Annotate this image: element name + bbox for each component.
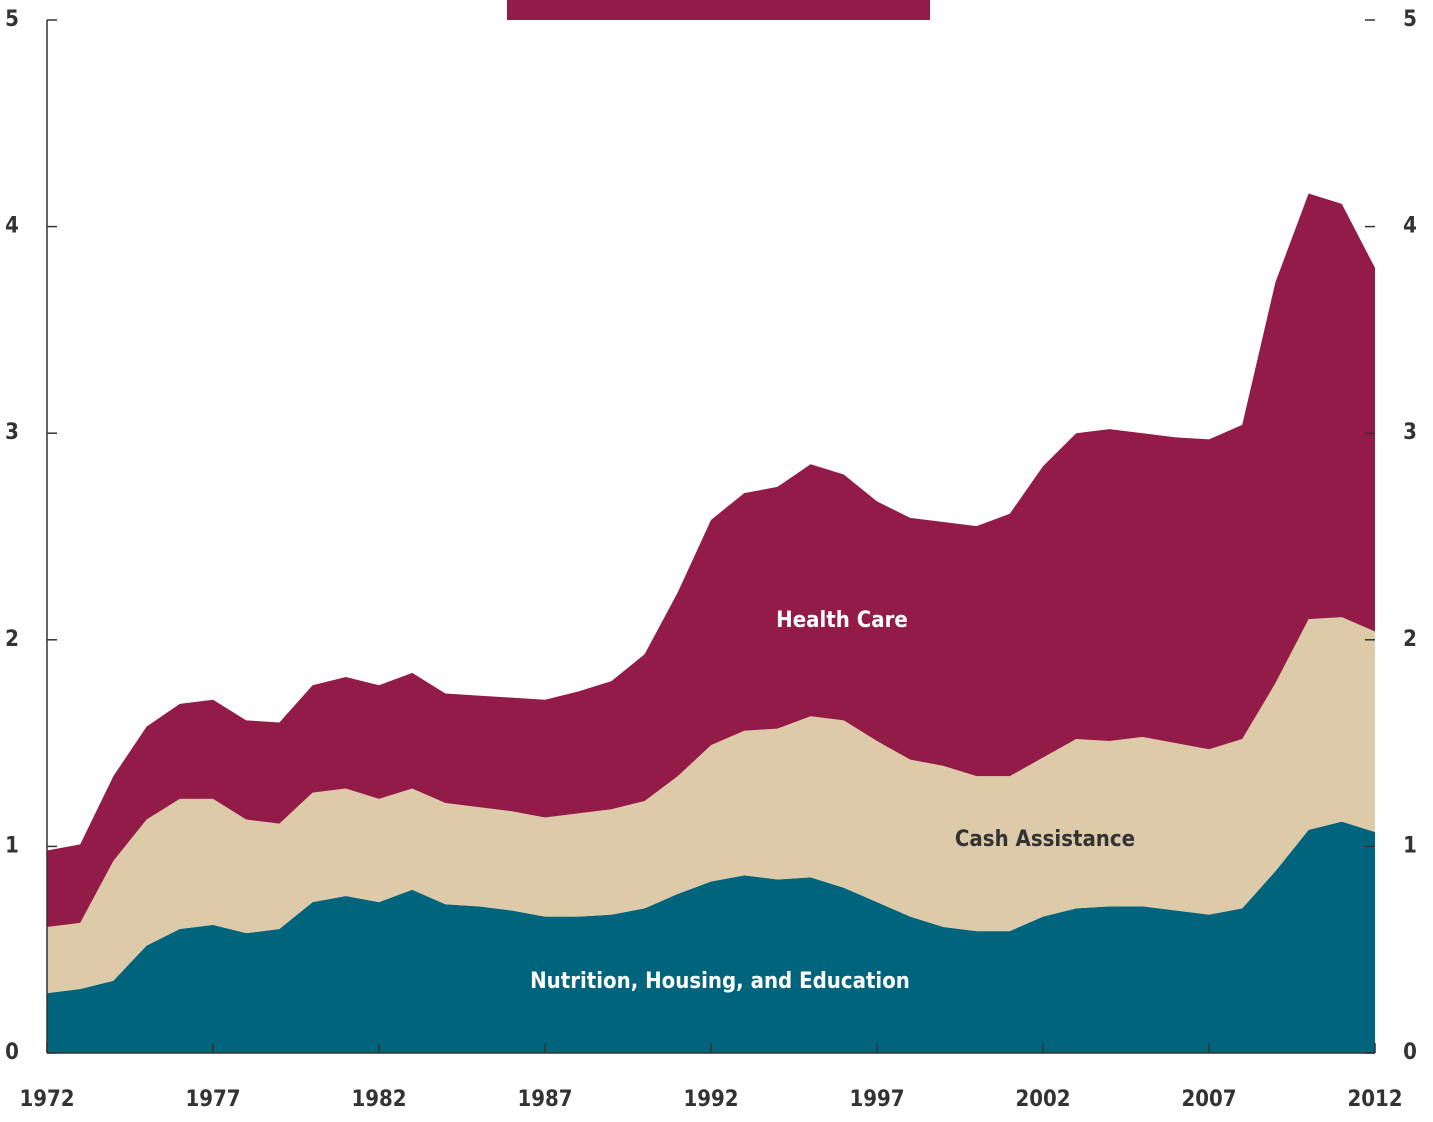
y2-tick-label: 4 — [1403, 214, 1417, 239]
x-tick-label: 1972 — [19, 1087, 74, 1112]
x-tick-label: 1987 — [517, 1087, 572, 1112]
series-label: Health Care — [776, 608, 908, 633]
x-tick-label: 2007 — [1181, 1087, 1236, 1112]
series-label: Nutrition, Housing, and Education — [530, 969, 910, 994]
area — [47, 193, 1375, 927]
y2-tick-label: 2 — [1403, 627, 1417, 652]
y-tick-label: 4 — [5, 214, 19, 239]
y-tick-label: 5 — [5, 7, 19, 32]
area — [47, 821, 1375, 1053]
y-tick-label: 1 — [5, 833, 19, 858]
x-tick-label: 1992 — [683, 1087, 738, 1112]
series-label: Cash Assistance — [955, 827, 1135, 852]
y2-tick-label: 1 — [1403, 833, 1417, 858]
x-tick-label: 1982 — [351, 1087, 406, 1112]
x-tick-label: 2002 — [1015, 1087, 1070, 1112]
y2-tick-label: 0 — [1403, 1040, 1417, 1065]
x-tick-label: 1997 — [849, 1087, 904, 1112]
area — [47, 617, 1375, 994]
y2-tick-label: 5 — [1403, 7, 1417, 32]
x-tick-label: 1977 — [185, 1087, 240, 1112]
title-banner — [507, 0, 930, 20]
y-tick-label: 2 — [5, 627, 19, 652]
y2-tick-label: 3 — [1403, 420, 1417, 445]
y-tick-label: 0 — [5, 1040, 19, 1065]
y-tick-label: 3 — [5, 420, 19, 445]
x-tick-label: 2012 — [1347, 1087, 1402, 1112]
